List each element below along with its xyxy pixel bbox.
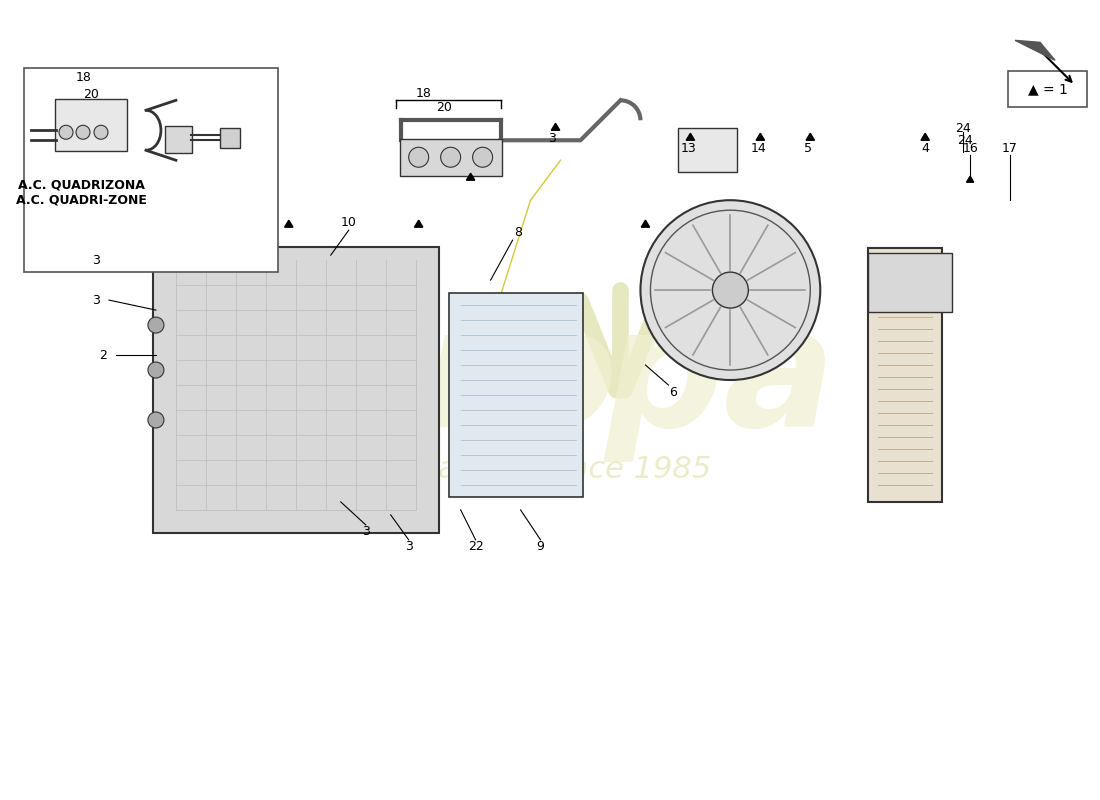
Text: 3: 3: [92, 254, 100, 266]
Text: 6: 6: [670, 386, 678, 398]
Circle shape: [473, 147, 493, 167]
Polygon shape: [641, 220, 650, 227]
FancyBboxPatch shape: [24, 68, 278, 272]
Text: 3: 3: [548, 132, 556, 145]
Text: a passion since 1985: a passion since 1985: [390, 455, 711, 485]
Text: 24: 24: [957, 134, 974, 146]
FancyBboxPatch shape: [1008, 71, 1087, 107]
Polygon shape: [1015, 40, 1055, 60]
Text: 5: 5: [804, 142, 812, 154]
Text: 18: 18: [76, 71, 92, 84]
Polygon shape: [415, 220, 422, 227]
FancyBboxPatch shape: [399, 139, 502, 176]
Text: 20: 20: [436, 101, 451, 114]
Polygon shape: [686, 134, 694, 140]
Text: 10: 10: [341, 216, 356, 229]
FancyBboxPatch shape: [449, 293, 583, 497]
Text: 22: 22: [468, 540, 484, 554]
Text: A.C. QUADRIZONA: A.C. QUADRIZONA: [18, 178, 144, 192]
Text: A.C. QUADRI-ZONE: A.C. QUADRI-ZONE: [15, 194, 146, 206]
FancyBboxPatch shape: [165, 126, 191, 154]
Circle shape: [76, 126, 90, 139]
Circle shape: [409, 147, 429, 167]
Circle shape: [147, 362, 164, 378]
Circle shape: [94, 126, 108, 139]
Text: ro: ro: [422, 298, 619, 462]
Circle shape: [147, 317, 164, 333]
FancyBboxPatch shape: [153, 247, 439, 533]
Text: 13: 13: [681, 142, 696, 154]
Text: 3: 3: [92, 294, 100, 306]
Text: ▲ = 1: ▲ = 1: [1028, 82, 1068, 96]
FancyBboxPatch shape: [55, 99, 126, 151]
Text: pa: pa: [605, 298, 836, 462]
Text: 16: 16: [962, 142, 978, 154]
Text: 24: 24: [955, 122, 971, 134]
Text: 4: 4: [921, 142, 929, 154]
Text: 3: 3: [362, 526, 370, 538]
Text: 14: 14: [750, 142, 767, 154]
Polygon shape: [806, 134, 814, 140]
Polygon shape: [967, 176, 974, 182]
Polygon shape: [466, 174, 475, 180]
FancyBboxPatch shape: [868, 253, 953, 312]
Text: 9: 9: [537, 540, 544, 554]
Polygon shape: [921, 134, 929, 140]
FancyBboxPatch shape: [220, 128, 240, 148]
Circle shape: [713, 272, 748, 308]
Text: 2: 2: [99, 349, 107, 362]
FancyBboxPatch shape: [868, 248, 943, 502]
Circle shape: [640, 200, 821, 380]
Polygon shape: [756, 134, 764, 140]
Polygon shape: [285, 220, 293, 227]
FancyBboxPatch shape: [679, 128, 737, 172]
Text: 3: 3: [405, 540, 412, 554]
Text: 18: 18: [416, 87, 431, 100]
Polygon shape: [551, 123, 560, 130]
Circle shape: [147, 412, 164, 428]
Circle shape: [59, 126, 73, 139]
Text: 8: 8: [515, 226, 522, 238]
Text: eu: eu: [205, 298, 437, 462]
Text: 17: 17: [1002, 142, 1018, 154]
Circle shape: [441, 147, 461, 167]
Text: 20: 20: [82, 88, 99, 101]
